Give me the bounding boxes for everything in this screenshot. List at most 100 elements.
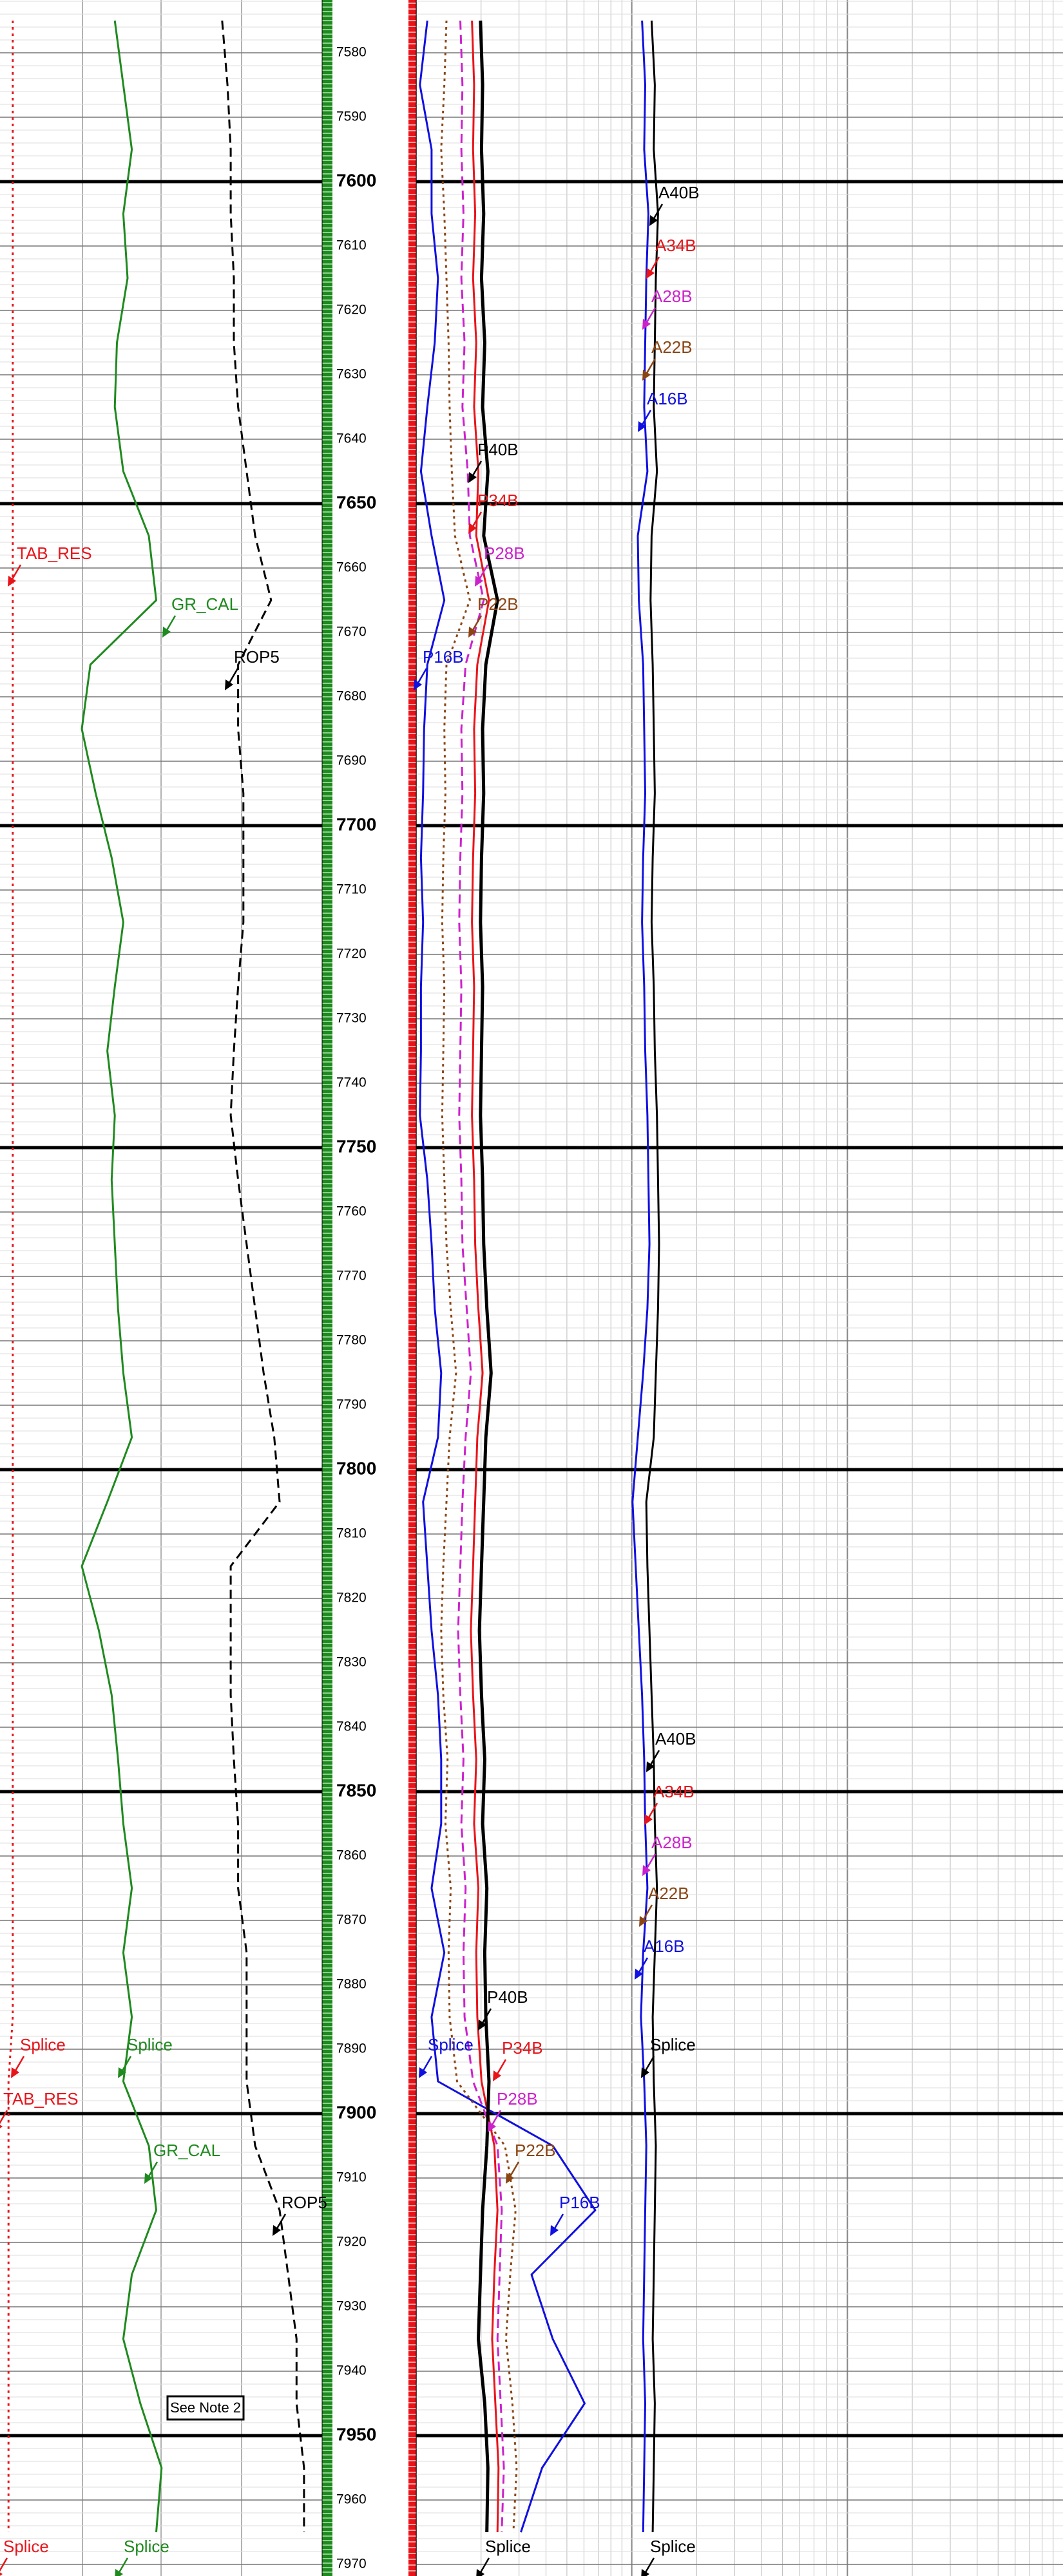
label-arrow [227, 668, 239, 685]
label-arrowhead [644, 1814, 653, 1825]
label-arrowhead [0, 2125, 3, 2128]
label-arrow [642, 1904, 653, 1921]
depth-label: 7660 [336, 560, 367, 575]
curve-label: A28B [651, 287, 693, 306]
label-arrowhead [115, 2569, 123, 2576]
depth-label: 7940 [336, 2363, 367, 2378]
curve-label: A22B [648, 1884, 689, 1903]
lithology-strip [322, 0, 332, 2576]
depth-label: 7650 [336, 492, 376, 512]
label-arrowhead [638, 421, 646, 432]
label-arrow [14, 2056, 25, 2072]
depth-label: 7620 [336, 303, 367, 317]
curve [631, 20, 651, 2533]
curve-label: Splice [485, 2537, 531, 2556]
depth-label: 7580 [336, 45, 367, 60]
curve-label: A40B [658, 183, 700, 202]
label-arrow [645, 307, 656, 324]
depth-label: 7690 [336, 753, 367, 768]
label-arrow [471, 511, 483, 528]
label-arrowhead [144, 2173, 153, 2184]
curve-label: P22B [477, 594, 519, 614]
flag-strip [408, 0, 416, 2576]
label-arrowhead [641, 2067, 649, 2078]
depth-label: 7820 [336, 1591, 367, 1605]
depth-label: 7930 [336, 2299, 367, 2314]
label-arrowhead [118, 2067, 126, 2078]
depth-label: 7730 [336, 1011, 367, 1026]
curve-label: A34B [653, 1782, 694, 1801]
curve-label: Splice [124, 2537, 169, 2556]
label-arrowhead [475, 576, 483, 587]
label-arrowhead [649, 215, 658, 226]
label-arrowhead [476, 2569, 484, 2576]
depth-label: 7590 [336, 109, 367, 124]
label-arrowhead [646, 268, 655, 279]
label-arrowhead [488, 2121, 496, 2132]
depth-label: 7670 [336, 625, 367, 639]
curve-label: TAB_RES [17, 544, 92, 563]
note-box [166, 2395, 245, 2421]
label-arrowhead [493, 2070, 501, 2081]
label-arrowhead [642, 1865, 651, 1876]
curve-label: TAB_RES [3, 2089, 79, 2108]
label-arrow [490, 2110, 502, 2126]
label-arrow [647, 1803, 658, 1819]
depth-label: 7720 [336, 947, 367, 961]
depth-label: 7840 [336, 1719, 367, 1734]
label-arrowhead [642, 370, 651, 381]
label-arrow [644, 2557, 655, 2574]
label-arrow [479, 2557, 490, 2574]
curve-label: P34B [502, 2038, 543, 2058]
depth-label: 7880 [336, 1977, 367, 1992]
depth-label: 7780 [336, 1333, 367, 1348]
label-arrow [0, 2557, 8, 2572]
label-arrow [553, 2213, 564, 2230]
label-arrowhead [11, 2067, 19, 2078]
curve-label: A22B [651, 337, 693, 357]
depth-label: 7830 [336, 1655, 367, 1670]
label-arrow [471, 460, 483, 477]
label-arrow [649, 256, 660, 273]
label-arrow [117, 2557, 129, 2574]
curve-label: P28B [484, 544, 525, 563]
curve [457, 20, 505, 2533]
curve [440, 20, 518, 2533]
note: See Note 2 [170, 2400, 241, 2416]
label-arrow [652, 204, 664, 220]
label-arrowhead [468, 627, 477, 638]
depth-label: 7750 [336, 1136, 376, 1156]
depth-label: 7960 [336, 2492, 367, 2507]
curve-label: Splice [3, 2537, 49, 2556]
label-arrow [508, 2161, 520, 2178]
curve [221, 20, 305, 2532]
curve-label: Splice [650, 2035, 696, 2054]
curve-label: A28B [651, 1833, 693, 1852]
curve-label: ROP5 [234, 647, 280, 667]
curve-label: P28B [497, 2089, 538, 2108]
curve-label: GR_CAL [171, 594, 238, 614]
label-arrow [416, 668, 428, 685]
depth-label: 7920 [336, 2235, 367, 2249]
curve [477, 20, 499, 2533]
label-arrowhead [273, 2225, 281, 2236]
label-arrow [637, 1957, 649, 1974]
depth-label: 7810 [336, 1526, 367, 1541]
depth-label: 7890 [336, 2041, 367, 2056]
depth-label: 7700 [336, 814, 376, 834]
label-arrowhead [468, 472, 477, 483]
depth-label: 7970 [336, 2557, 367, 2571]
curve-label: P40B [477, 440, 519, 459]
depth-label: 7870 [336, 1913, 367, 1927]
curve-label: Splice [20, 2035, 66, 2054]
label-arrowhead [0, 2572, 3, 2576]
label-arrowhead [419, 2067, 427, 2078]
label-arrow [421, 2056, 433, 2072]
label-arrow [645, 358, 656, 375]
depth-label: 7610 [336, 238, 367, 253]
depth-label: 7770 [336, 1269, 367, 1283]
